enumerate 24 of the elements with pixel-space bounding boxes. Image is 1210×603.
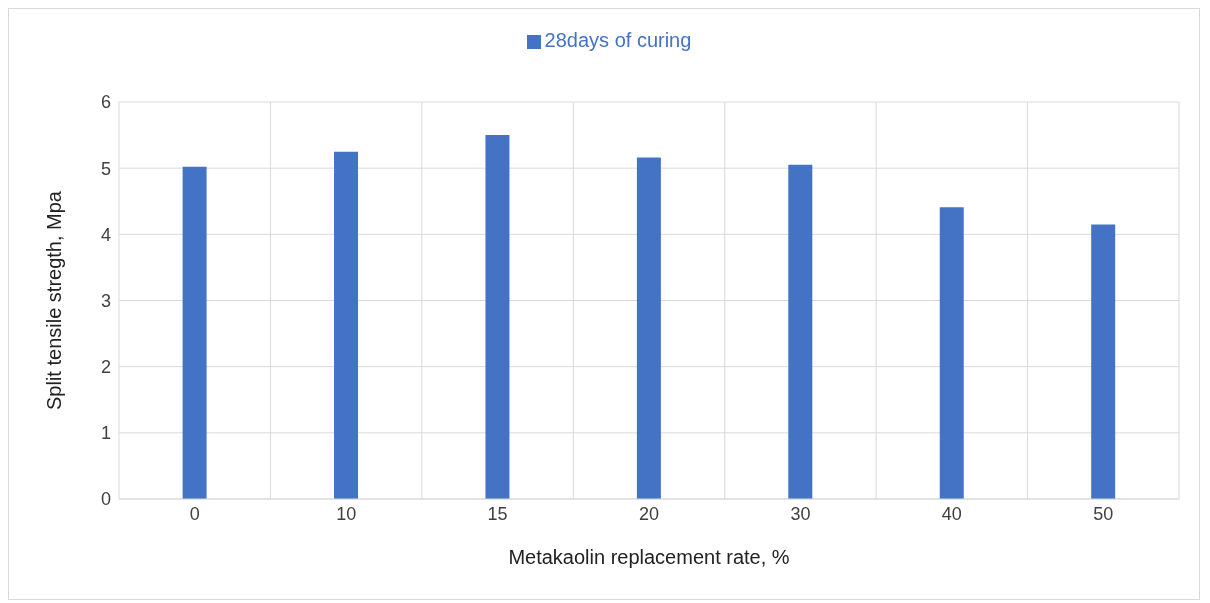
y-tick-label: 4 — [100, 224, 111, 245]
y-tick-label: 2 — [100, 357, 111, 378]
y-tick-label: 5 — [100, 158, 111, 179]
bar — [1091, 224, 1116, 499]
legend-label: 28days of curing — [544, 29, 692, 51]
x-tick-label: 40 — [941, 503, 962, 524]
y-tick-label: 6 — [100, 92, 111, 113]
bar — [182, 166, 207, 499]
x-tick-label: 20 — [638, 503, 660, 524]
x-tick-label: 15 — [487, 503, 508, 524]
x-tick-label: 30 — [790, 503, 811, 524]
bar — [939, 207, 964, 499]
y-tick-label: 3 — [100, 290, 111, 311]
y-axis-title: Split tensile stregth, Mpa — [43, 190, 66, 410]
x-tick-label: 10 — [336, 503, 357, 524]
x-tick-label: 50 — [1093, 503, 1114, 524]
x-tick-label: 0 — [189, 503, 200, 524]
x-axis-title: Metakaolin replacement rate, % — [508, 546, 790, 568]
bar — [485, 135, 510, 499]
y-tick-label: 0 — [100, 489, 111, 510]
bar — [334, 151, 359, 499]
bar — [788, 164, 813, 499]
bar — [636, 157, 661, 499]
y-tick-label: 1 — [100, 423, 111, 444]
